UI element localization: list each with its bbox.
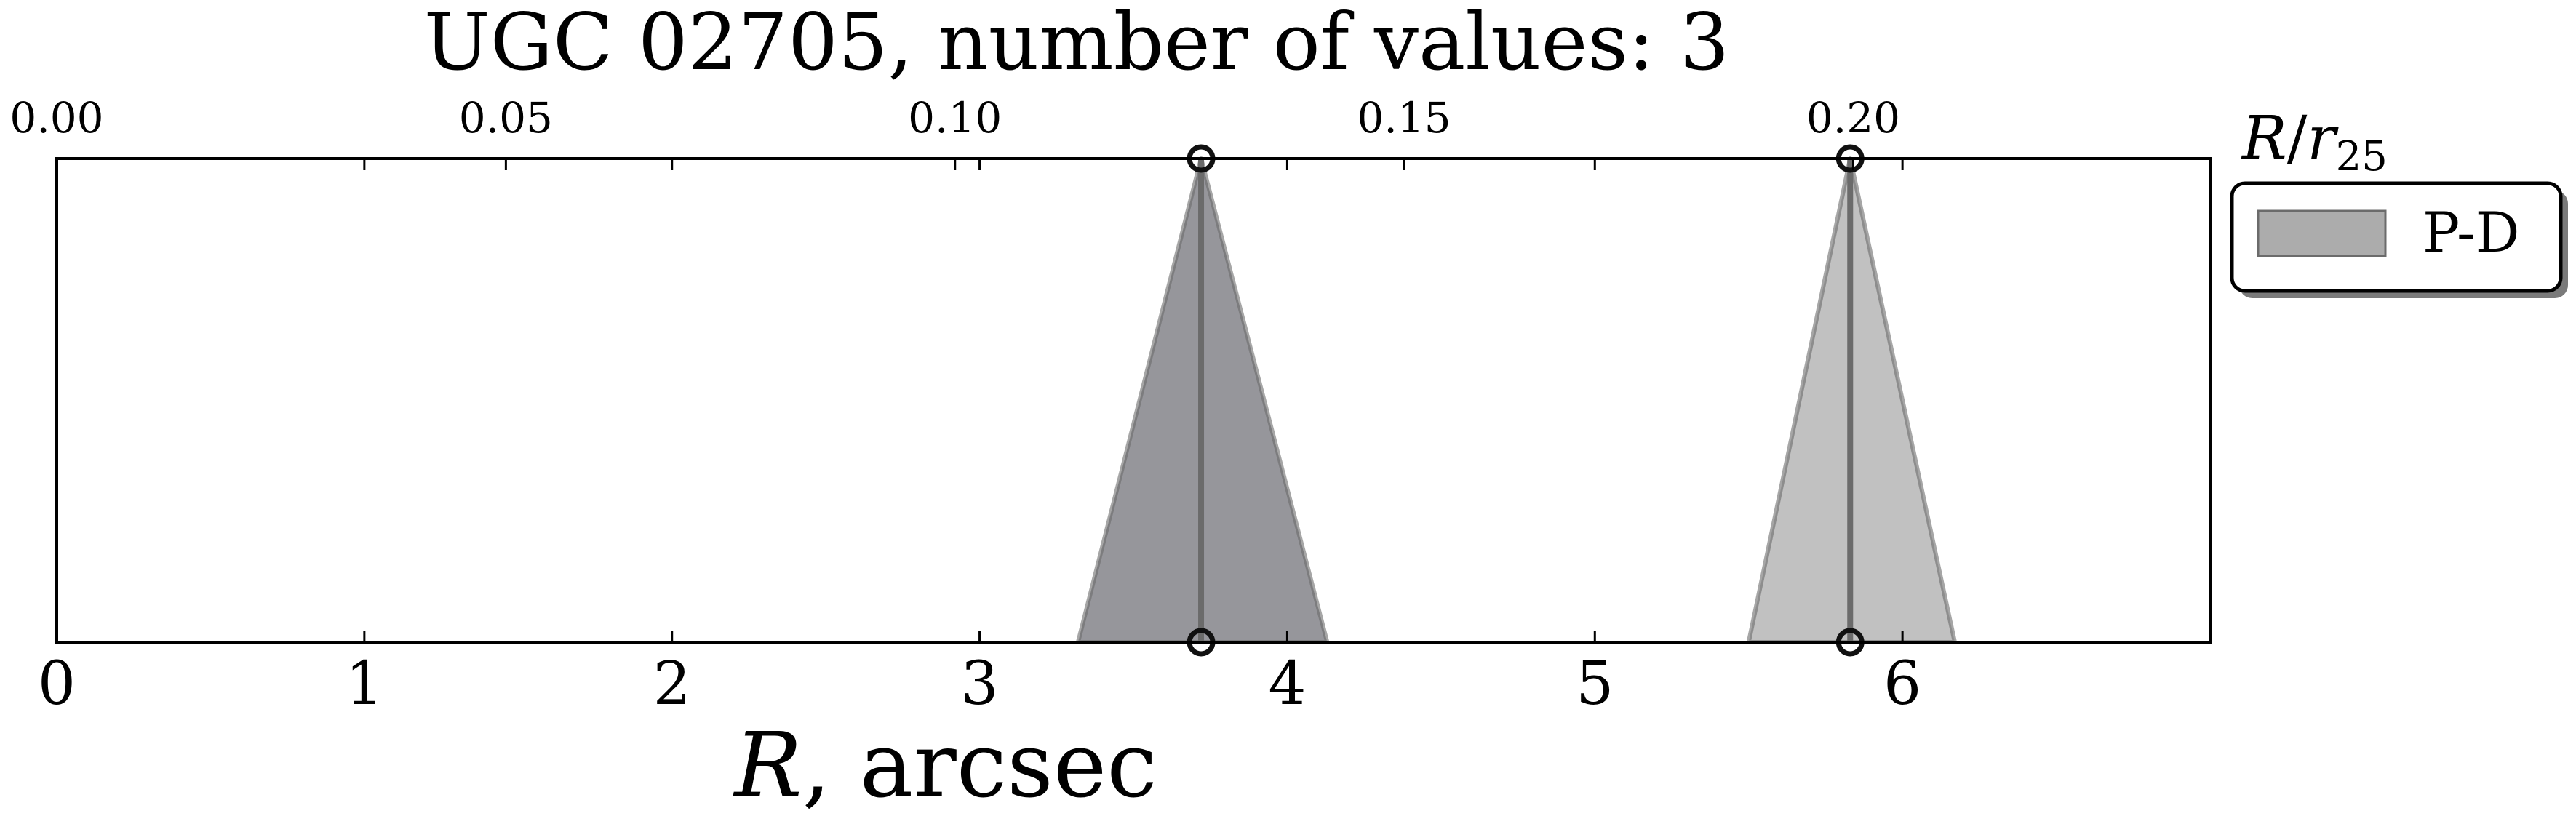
x-axis-bottom: 0 1 2 3 4 5 6 bbox=[38, 159, 1921, 719]
top-tick-label-0: 0.00 bbox=[9, 93, 103, 143]
top-axis-label-subscript: 25 bbox=[2336, 133, 2388, 180]
x-tick-label-0: 0 bbox=[38, 649, 76, 719]
x-axis-label-variable: R bbox=[733, 713, 802, 818]
top-tick-label-2: 0.10 bbox=[908, 93, 1002, 143]
top-axis-label: R/r25 bbox=[2241, 104, 2388, 180]
top-tick-label-4: 0.20 bbox=[1806, 93, 1900, 143]
x-axis-top: 0.00 0.05 0.10 0.15 0.20 bbox=[9, 93, 1900, 170]
plot-frame bbox=[55, 157, 2212, 644]
peaks-layer bbox=[1075, 144, 1958, 657]
top-axis-label-numerator: R bbox=[2241, 104, 2287, 173]
x-tick-label-2: 2 bbox=[653, 649, 691, 719]
x-tick-label-3: 3 bbox=[960, 649, 998, 719]
x-axis-label: R, arcsec bbox=[733, 713, 1157, 818]
x-tick-label-4: 4 bbox=[1268, 649, 1306, 719]
x-tick-label-1: 1 bbox=[346, 649, 383, 719]
x-axis-label-unit: , arcsec bbox=[802, 713, 1157, 818]
top-tick-label-3: 0.15 bbox=[1357, 93, 1451, 143]
x-tick-label-5: 5 bbox=[1576, 649, 1614, 719]
x-tick-label-6: 6 bbox=[1883, 649, 1921, 719]
top-axis-label-denominator: r bbox=[2307, 104, 2339, 173]
chart-title: UGC 02705, number of values: 3 bbox=[424, 0, 1730, 88]
top-tick-label-1: 0.05 bbox=[459, 93, 553, 143]
legend-swatch bbox=[2257, 209, 2387, 257]
legend-label: P-D bbox=[2423, 200, 2520, 265]
legend: P-D bbox=[2230, 181, 2568, 298]
